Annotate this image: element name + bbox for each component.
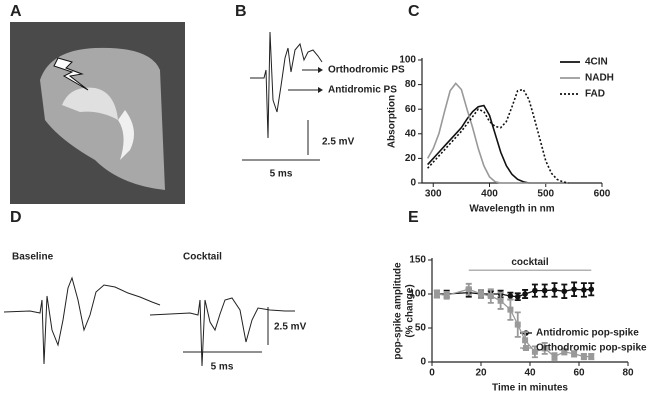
series-line <box>427 88 569 184</box>
series-line <box>427 104 569 184</box>
series-line <box>436 288 592 298</box>
hippocampus <box>62 87 118 120</box>
marker <box>541 287 548 294</box>
scale-label: 2.5 mV <box>322 137 355 148</box>
scale-label: 5 ms <box>270 169 293 180</box>
tissue-highlight <box>118 110 134 160</box>
marker <box>581 287 587 293</box>
y-tick-label: 40 <box>405 128 417 139</box>
marker <box>514 293 521 300</box>
marker <box>433 291 440 297</box>
series-line <box>436 288 592 358</box>
marker <box>465 286 472 293</box>
trace <box>3 276 161 365</box>
panel-label: A <box>10 3 22 20</box>
y-tick-label: 80 <box>405 79 417 90</box>
axis <box>421 58 602 184</box>
trace-label: Orthodromic PS <box>328 65 405 76</box>
y-tick-label: 150 <box>409 255 426 266</box>
trace-label: Antidromic PS <box>328 85 397 96</box>
y-tick-label: 0 <box>410 178 416 189</box>
panel-label: E <box>408 209 419 226</box>
marker <box>561 348 568 355</box>
trace <box>250 31 323 139</box>
marker <box>443 292 450 299</box>
marker <box>507 306 514 313</box>
y-tick-label: 0 <box>420 357 426 368</box>
marker <box>497 297 504 304</box>
x-axis-label: Wavelength in nm <box>469 204 554 215</box>
legend-label: 4CIN <box>585 57 608 68</box>
y-axis-label: pop-spike amplitude <box>393 262 404 360</box>
x-tick-label: 600 <box>594 189 611 200</box>
marker <box>522 337 529 344</box>
brain-slice <box>40 47 165 190</box>
legend-label: Antidromic pop-spike <box>536 328 639 339</box>
marker <box>487 293 494 300</box>
x-tick-label: 0 <box>429 368 435 379</box>
legend-label: FAD <box>585 89 605 100</box>
y-axis-label: Absorption <box>387 95 398 148</box>
stimulus-bolt <box>53 57 89 91</box>
marker <box>571 350 578 357</box>
x-axis-label: Time in minutes <box>492 383 568 394</box>
y-tick-label: 60 <box>405 104 417 115</box>
x-tick-label: 80 <box>622 368 634 379</box>
scale-label: 2.5 mV <box>274 322 307 333</box>
marker <box>561 288 568 295</box>
y-tick-label: 100 <box>409 289 426 300</box>
marker <box>588 353 595 360</box>
y-tick-label: 50 <box>415 323 427 334</box>
marker <box>478 291 484 297</box>
trace-title: Baseline <box>12 252 54 263</box>
series-line <box>426 82 569 184</box>
arrowhead <box>318 87 323 93</box>
marker <box>541 345 548 352</box>
y-axis-label: (% change) <box>405 284 416 337</box>
x-tick-label: 40 <box>524 368 536 379</box>
y-tick-label: 20 <box>405 153 417 164</box>
trace-title: Cocktail <box>183 252 222 263</box>
legend-label: NADH <box>585 73 614 84</box>
y-tick-label: 100 <box>399 55 416 66</box>
panel-label: C <box>408 3 420 20</box>
marker <box>532 287 538 294</box>
legend-label: Orthodromic pop-spike <box>536 343 647 354</box>
legend-marker <box>523 345 529 351</box>
x-tick-label: 400 <box>481 189 498 200</box>
annotation: cocktail <box>511 257 548 268</box>
panel-label: D <box>10 209 22 226</box>
trace <box>149 297 295 367</box>
marker <box>522 291 528 297</box>
marker <box>551 353 558 360</box>
panel-label: B <box>235 3 247 20</box>
marker <box>588 286 595 293</box>
arrowhead <box>318 67 323 73</box>
x-tick-label: 500 <box>537 189 554 200</box>
scale-label: 5 ms <box>211 362 234 373</box>
marker <box>551 287 558 293</box>
x-tick-label: 300 <box>425 189 442 200</box>
marker <box>507 293 514 299</box>
x-tick-label: 60 <box>573 368 585 379</box>
marker <box>571 286 577 293</box>
x-tick-label: 20 <box>475 368 487 379</box>
marker <box>514 321 521 328</box>
marker <box>531 348 538 355</box>
marker <box>580 353 587 360</box>
